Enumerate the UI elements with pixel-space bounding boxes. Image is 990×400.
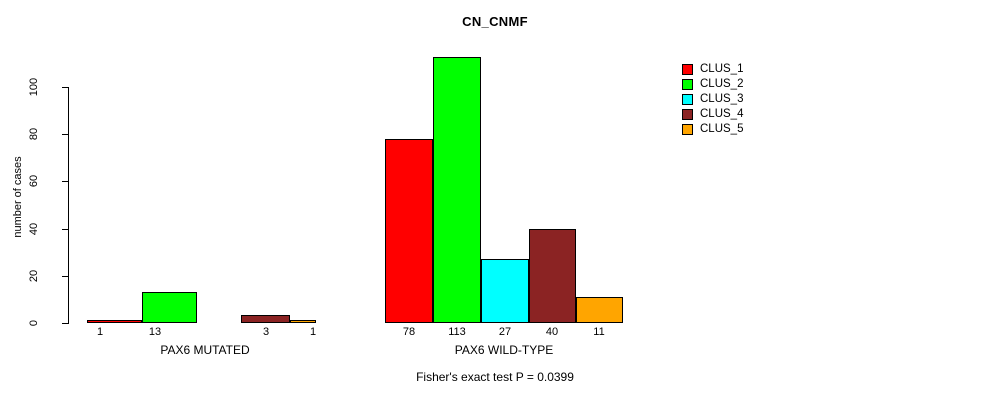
legend-item-clus-3[interactable]: CLUS_3 (682, 92, 832, 106)
bar-label-right-clus-2: 113 (448, 326, 466, 338)
bar-right-clus-4[interactable] (529, 229, 576, 323)
bar-right-clus-1[interactable] (385, 139, 433, 323)
group-label-pax6-wild-type: PAX6 WILD-TYPE (454, 343, 554, 357)
legend-item-clus-2[interactable]: CLUS_2 (682, 77, 832, 91)
bar-label-right-clus-3: 27 (498, 326, 512, 338)
legend-swatch-clus-1 (682, 63, 693, 75)
legend-swatch-clus-3 (682, 93, 693, 105)
bar-label-right-clus-4: 40 (545, 326, 559, 338)
y-tick-20 (62, 276, 69, 277)
y-tick-0 (62, 323, 69, 324)
legend-label-clus-1: CLUS_1 (700, 63, 744, 75)
y-tick-60 (62, 181, 69, 182)
legend-item-clus-4[interactable]: CLUS_4 (682, 107, 832, 121)
bar-right-clus-3[interactable] (481, 259, 529, 323)
legend-swatch-clus-5 (682, 123, 693, 135)
group-label-pax6-mutated: PAX6 MUTATED (160, 343, 250, 357)
bar-label-left-clus-2: 13 (148, 326, 162, 338)
bar-group-pax6-mutated (0, 87, 660, 323)
y-tick-40 (62, 229, 69, 230)
bar-label-left-clus-4: 3 (262, 326, 270, 338)
bar-label-left-clus-1: 1 (96, 326, 104, 338)
plot-area: number of cases 0 20 40 60 80 100 1 13 3… (0, 57, 660, 360)
legend-label-clus-3: CLUS_3 (700, 93, 744, 105)
legend-label-clus-4: CLUS_4 (700, 108, 744, 120)
legend-item-clus-5[interactable]: CLUS_5 (682, 122, 832, 136)
bar-right-clus-5[interactable] (576, 297, 623, 323)
bar-label-left-clus-5: 1 (309, 326, 317, 338)
bar-label-right-clus-1: 78 (402, 326, 416, 338)
y-axis-line (68, 87, 69, 323)
bar-group-pax6-wild-type (0, 57, 660, 323)
legend-label-clus-2: CLUS_2 (700, 78, 744, 90)
legend-item-clus-1[interactable]: CLUS_1 (682, 62, 832, 76)
legend-swatch-clus-2 (682, 78, 693, 90)
y-tick-100 (62, 87, 69, 88)
bar-left-clus-4[interactable] (241, 315, 290, 323)
chart-title: CN_CNMF (462, 14, 528, 29)
legend: CLUS_1 CLUS_2 CLUS_3 CLUS_4 CLUS_5 (682, 62, 832, 137)
legend-swatch-clus-4 (682, 108, 693, 120)
y-tick-80 (62, 134, 69, 135)
chart-footer-annotation: Fisher's exact test P = 0.0399 (416, 370, 574, 384)
bar-left-clus-2[interactable] (142, 292, 197, 323)
bar-left-clus-5[interactable] (290, 320, 316, 323)
bar-label-right-clus-5: 11 (593, 326, 605, 338)
bar-left-clus-1[interactable] (87, 320, 142, 323)
legend-label-clus-5: CLUS_5 (700, 123, 744, 135)
bar-right-clus-2[interactable] (433, 57, 481, 323)
